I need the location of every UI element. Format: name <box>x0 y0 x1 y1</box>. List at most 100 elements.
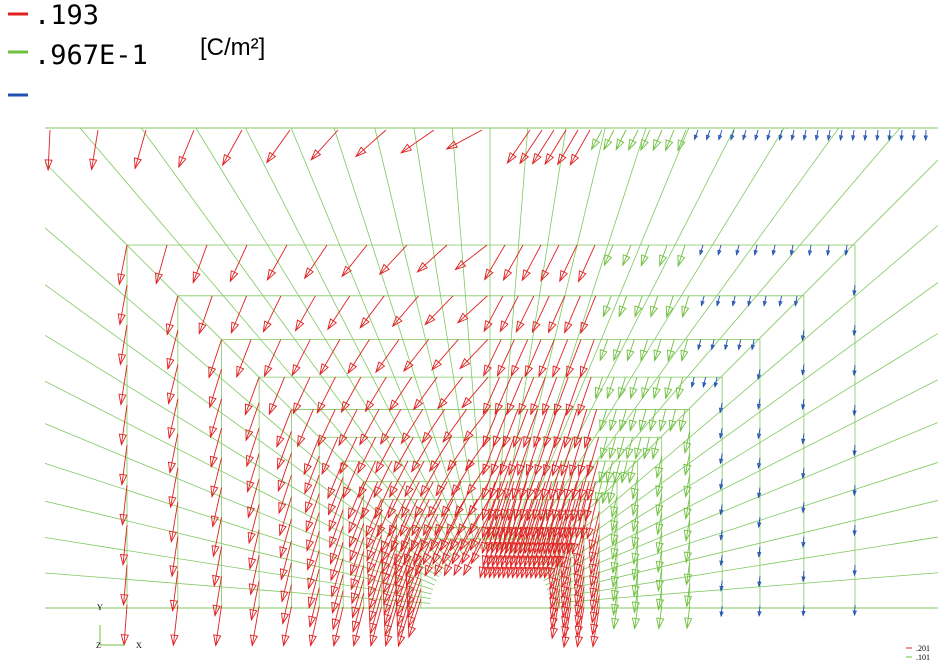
vector-arrow <box>666 377 672 398</box>
vector-arrow-head <box>635 306 642 317</box>
vector-arrow <box>281 519 292 557</box>
vector-arrow-head <box>641 139 648 150</box>
vector-arrow <box>438 377 463 408</box>
vector-arrow-head <box>412 461 420 471</box>
vector-arrow <box>356 130 386 156</box>
vector-arrow <box>156 245 167 284</box>
mesh-line <box>513 128 689 553</box>
vector-arrow <box>541 245 559 281</box>
mesh-line <box>539 283 938 573</box>
vector-arrow-head <box>358 463 366 474</box>
vector-arrow-head <box>511 365 518 376</box>
page: .193 .967E-1 [C/m²] Y Z X .201 .101 (() … <box>0 0 938 670</box>
vector-arrow-head <box>405 486 413 496</box>
vector-arrow <box>280 497 292 535</box>
vector-arrow <box>308 531 320 569</box>
vector-arrow <box>279 475 291 513</box>
vector-arrow-head <box>549 322 556 333</box>
vector-arrow <box>560 245 577 281</box>
vector-arrow <box>532 296 549 332</box>
vector-arrow-head <box>199 323 206 334</box>
vector-arrow <box>522 245 541 280</box>
vector-arrow-head <box>694 135 697 139</box>
mesh-line <box>548 500 938 594</box>
vector-arrow <box>169 365 178 404</box>
vector-arrow-head <box>495 403 502 414</box>
vector-arrow-head <box>503 269 511 279</box>
vector-arrow-head <box>278 458 285 469</box>
vector-arrow-head <box>525 366 532 377</box>
vector-arrow <box>518 437 531 475</box>
vector-arrow-head <box>483 403 490 414</box>
vector-field <box>45 130 927 647</box>
vector-arrow <box>519 377 534 414</box>
vector-arrow-head <box>731 135 734 139</box>
vector-arrow-head <box>748 301 751 305</box>
vector-arrow-head <box>616 139 624 150</box>
vector-arrow-head <box>381 541 388 552</box>
vector-arrow-head <box>560 271 567 282</box>
vector-arrow-head <box>263 321 271 332</box>
vector-arrow-head <box>306 502 313 513</box>
vector-arrow-head <box>349 522 356 533</box>
vector-arrow-head <box>600 350 607 361</box>
vector-arrow-head <box>376 462 384 472</box>
vector-arrow-head <box>743 135 746 139</box>
vector-arrow <box>558 130 578 164</box>
vector-arrow-head <box>320 364 328 374</box>
triad-label: Y <box>97 603 103 612</box>
vector-arrow <box>305 245 327 278</box>
vector-arrow <box>393 296 419 326</box>
vector-arrow-head <box>691 383 694 387</box>
vector-arrow <box>576 556 584 595</box>
vector-arrow <box>341 377 361 412</box>
vector-arrow <box>509 437 522 475</box>
mesh-line <box>543 380 938 581</box>
vector-arrow <box>500 296 518 332</box>
vector-arrow-head <box>193 272 200 283</box>
vector-arrow <box>567 340 581 377</box>
vector-arrow <box>384 576 396 614</box>
vector-arrow-head <box>292 365 300 376</box>
mesh-line <box>550 573 938 604</box>
vector-arrow-head <box>269 403 276 414</box>
vector-arrow-head <box>736 250 739 254</box>
vector-arrow-head <box>718 250 721 254</box>
vector-arrow <box>460 340 488 369</box>
vector-arrow <box>169 399 178 438</box>
vector-arrow-head <box>711 345 714 349</box>
vector-arrow <box>293 377 310 413</box>
vector-arrow <box>320 340 340 375</box>
vector-arrow <box>386 607 397 645</box>
vector-arrow <box>570 130 590 165</box>
vector-arrow-head <box>603 306 610 317</box>
vector-arrow-head <box>277 436 284 447</box>
vector-arrow <box>376 340 399 373</box>
mesh-line <box>45 163 448 566</box>
vector-arrow <box>607 461 613 482</box>
vector-arrow-head <box>591 139 599 149</box>
vector-arrow-head <box>394 462 402 472</box>
vector-arrow-head <box>751 345 754 349</box>
vector-arrow-head <box>421 486 429 496</box>
vector-arrow <box>390 377 412 410</box>
vector-arrow-head <box>498 365 505 376</box>
vector-arrow-head <box>516 321 524 332</box>
vector-arrow <box>282 563 291 602</box>
vector-arrow-head <box>541 270 549 281</box>
vector-arrow <box>348 340 369 374</box>
vector-arrow-head <box>623 255 630 266</box>
vector-arrow <box>483 377 499 414</box>
vector-arrow <box>553 340 568 377</box>
vector-arrow <box>360 409 379 444</box>
vector-arrow-head <box>278 480 285 491</box>
plot: .193 .967E-1 [C/m²] Y Z X .201 .101 <box>0 0 938 670</box>
vector-arrow <box>425 296 453 325</box>
vector-arrow-head <box>732 301 735 305</box>
vector-arrow-head <box>237 366 244 377</box>
vector-arrow-head <box>223 155 231 165</box>
vector-arrow-head <box>395 564 402 575</box>
vector-arrow-head <box>545 154 553 164</box>
vector-arrow-head <box>666 140 673 151</box>
vector-arrow-head <box>305 483 312 494</box>
